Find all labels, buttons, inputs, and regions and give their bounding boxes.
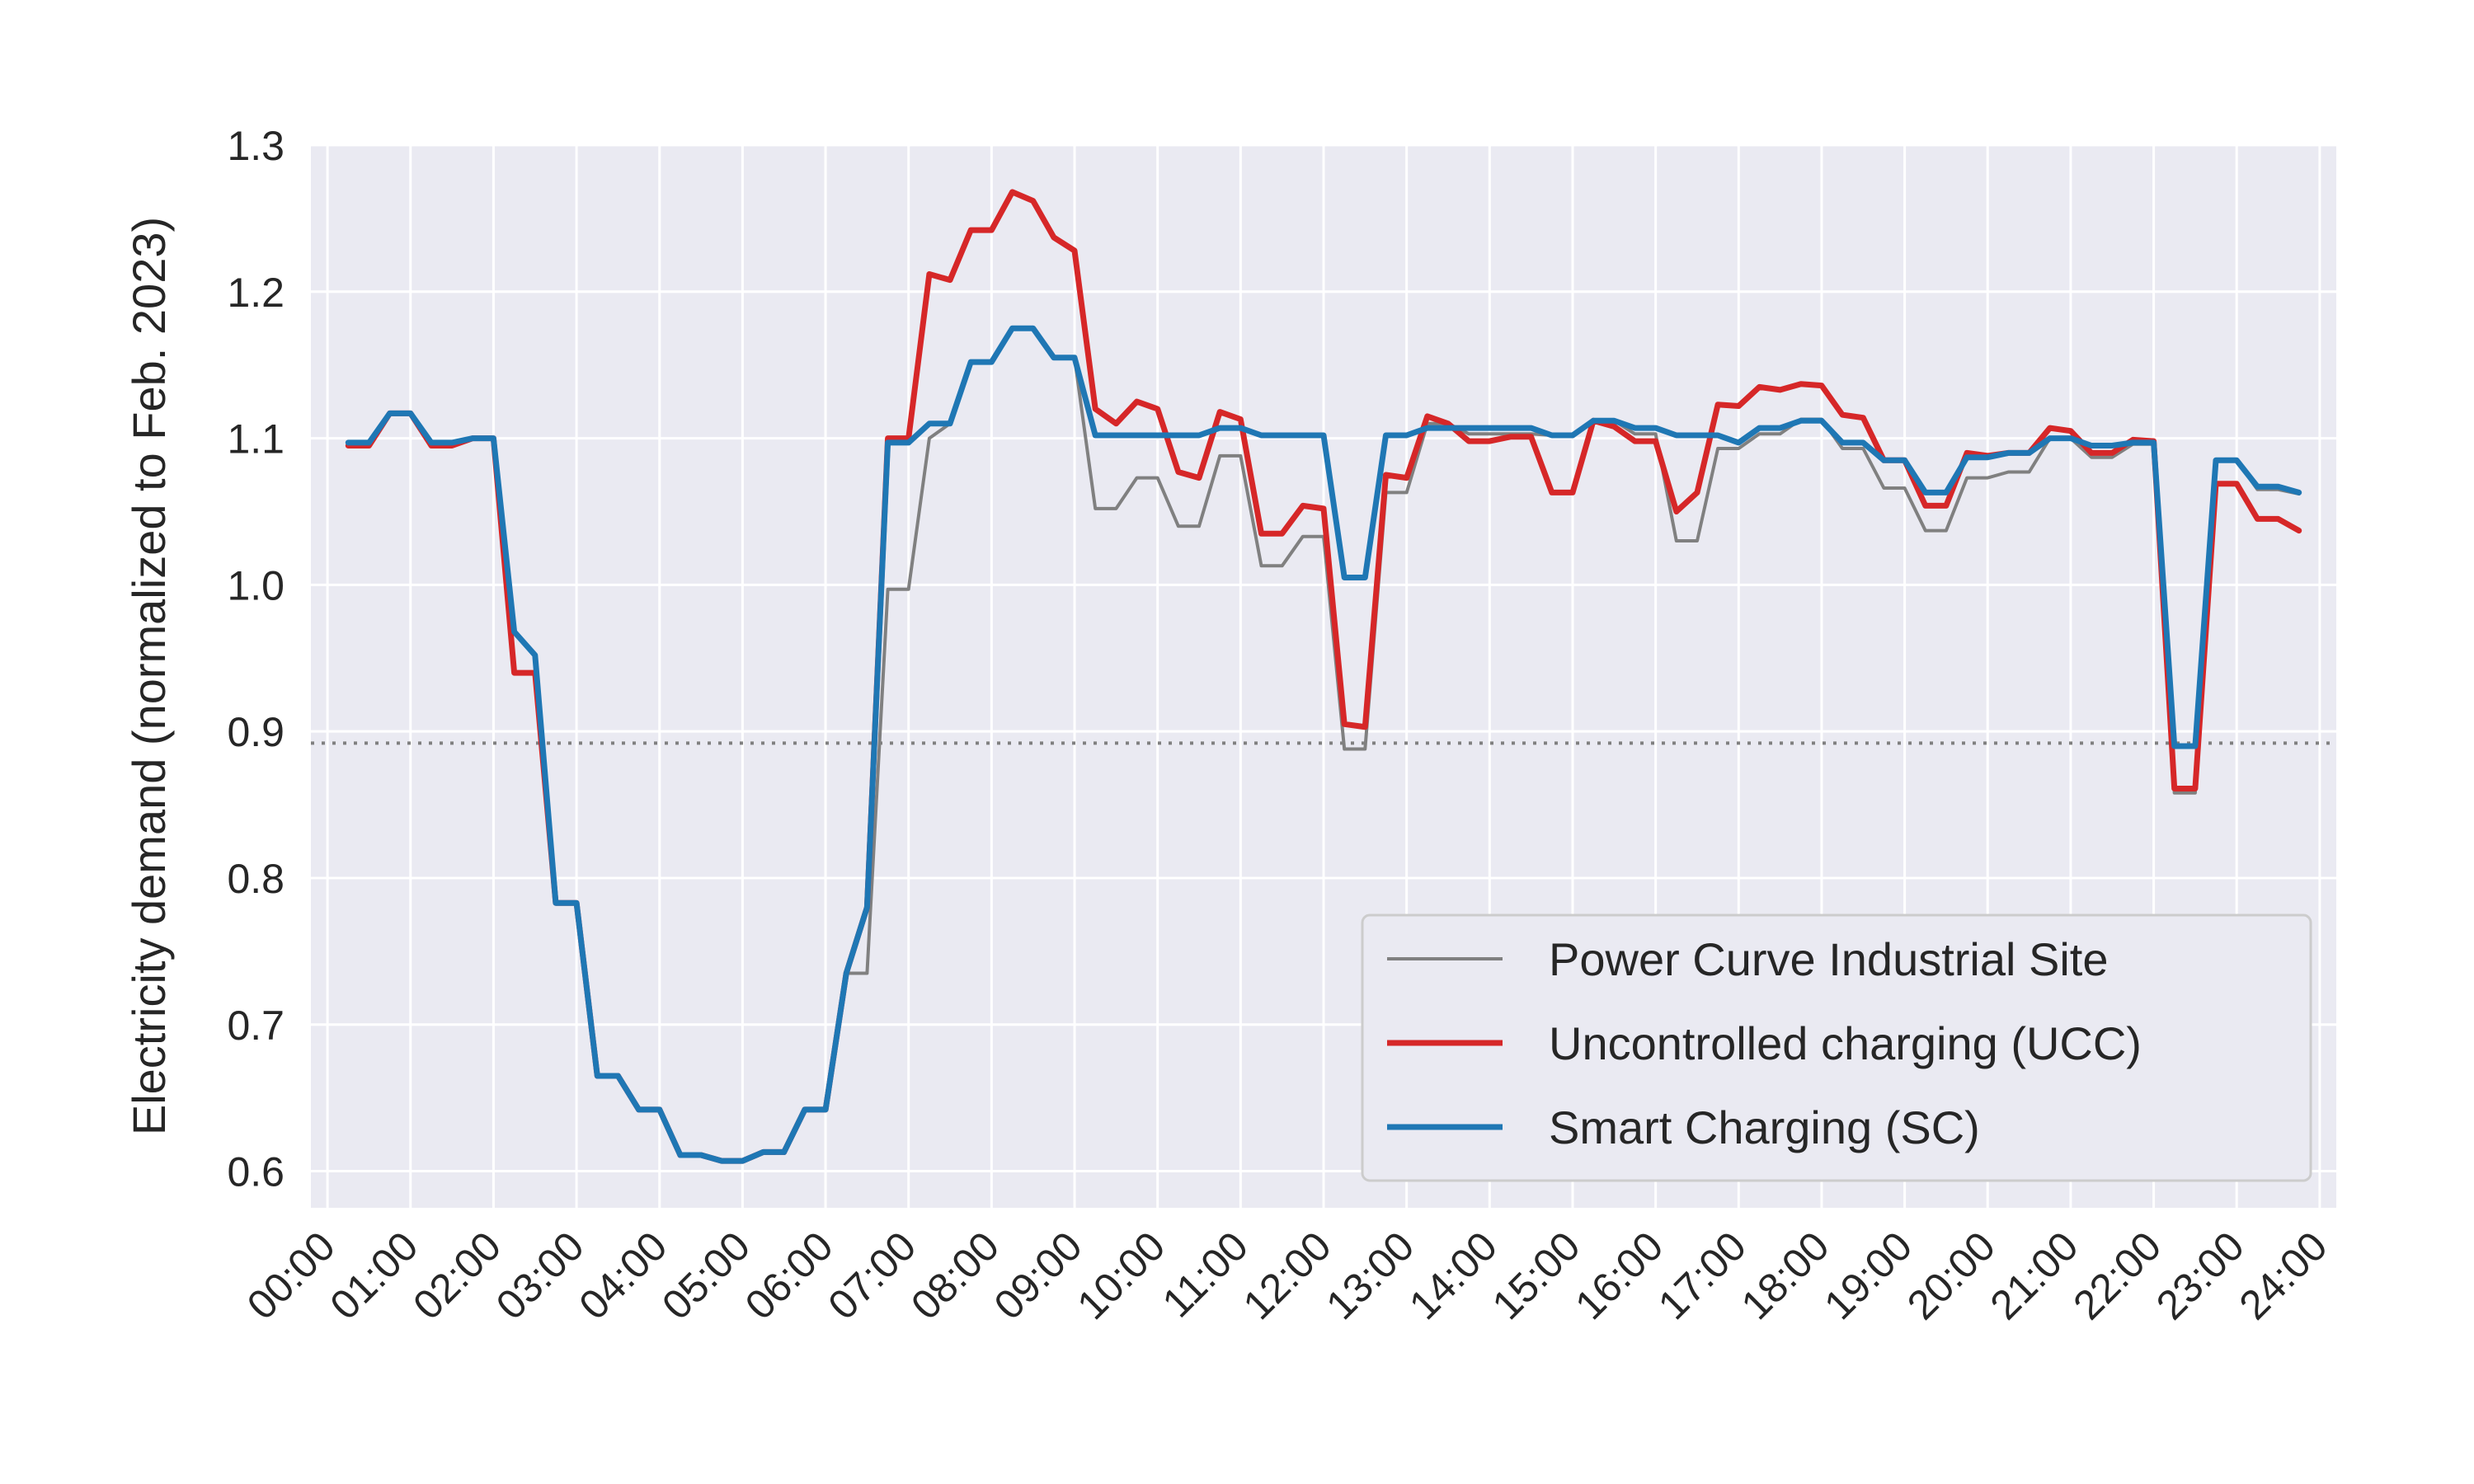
x-tick-label: 23:00	[2147, 1223, 2253, 1328]
x-tick-label: 14:00	[1400, 1223, 1506, 1328]
x-tick-label: 03:00	[487, 1223, 593, 1328]
x-tick-label: 15:00	[1484, 1223, 1589, 1328]
x-tick-label: 22:00	[2064, 1223, 2170, 1328]
y-axis-ticks: 0.6 0.7 0.8 0.9 1.0 1.1 1.2 1.3	[227, 123, 285, 1195]
legend-label-power-curve: Power Curve Industrial Site	[1549, 933, 2109, 985]
legend-box	[1361, 913, 2312, 1182]
legend-label-sc: Smart Charging (SC)	[1549, 1101, 1980, 1153]
x-tick-label: 24:00	[2231, 1223, 2336, 1328]
series-line-sc	[345, 325, 2302, 1164]
x-tick-label: 01:00	[321, 1223, 426, 1328]
y-tick-label: 1.2	[227, 270, 285, 316]
x-tick-label: 05:00	[653, 1223, 759, 1328]
x-tick-label: 13:00	[1317, 1223, 1423, 1328]
y-tick-label: 1.1	[227, 416, 285, 463]
x-tick-label: 07:00	[819, 1223, 924, 1328]
x-tick-label: 11:00	[1154, 1223, 1257, 1326]
x-tick-label: 19:00	[1815, 1223, 1921, 1328]
legend-label-ucc: Uncontrolled charging (UCC)	[1549, 1017, 2142, 1069]
x-tick-label: 16:00	[1566, 1223, 1672, 1328]
x-tick-label: 12:00	[1235, 1223, 1340, 1328]
x-axis-ticks: 00:0001:0002:0003:0004:0005:0006:0007:00…	[238, 1223, 2336, 1328]
y-tick-label: 0.8	[227, 856, 285, 902]
x-tick-label: 08:00	[902, 1223, 1008, 1328]
y-tick-label: 0.9	[227, 709, 285, 755]
x-tick-label: 09:00	[985, 1223, 1091, 1328]
y-tick-label: 0.6	[227, 1149, 285, 1195]
grid	[311, 143, 2336, 1208]
x-tick-label: 10:00	[1068, 1223, 1174, 1328]
x-tick-label: 20:00	[1898, 1223, 2004, 1328]
x-tick-label: 02:00	[404, 1223, 510, 1328]
series-group	[345, 189, 2302, 1164]
y-tick-label: 1.3	[227, 123, 285, 169]
legend: Power Curve Industrial Site Uncontrolled…	[1361, 913, 2312, 1182]
x-tick-label: 21:00	[1982, 1223, 2087, 1328]
x-tick-label: 18:00	[1733, 1223, 1838, 1328]
x-tick-label: 17:00	[1649, 1223, 1755, 1328]
y-tick-label: 1.0	[227, 562, 285, 608]
y-tick-label: 0.7	[227, 1003, 285, 1049]
x-tick-label: 04:00	[570, 1223, 675, 1328]
x-tick-label: 06:00	[736, 1223, 842, 1328]
x-tick-label: 00:00	[238, 1223, 344, 1328]
y-axis-label: Electricity demand (normalized to Feb. 2…	[123, 217, 175, 1135]
